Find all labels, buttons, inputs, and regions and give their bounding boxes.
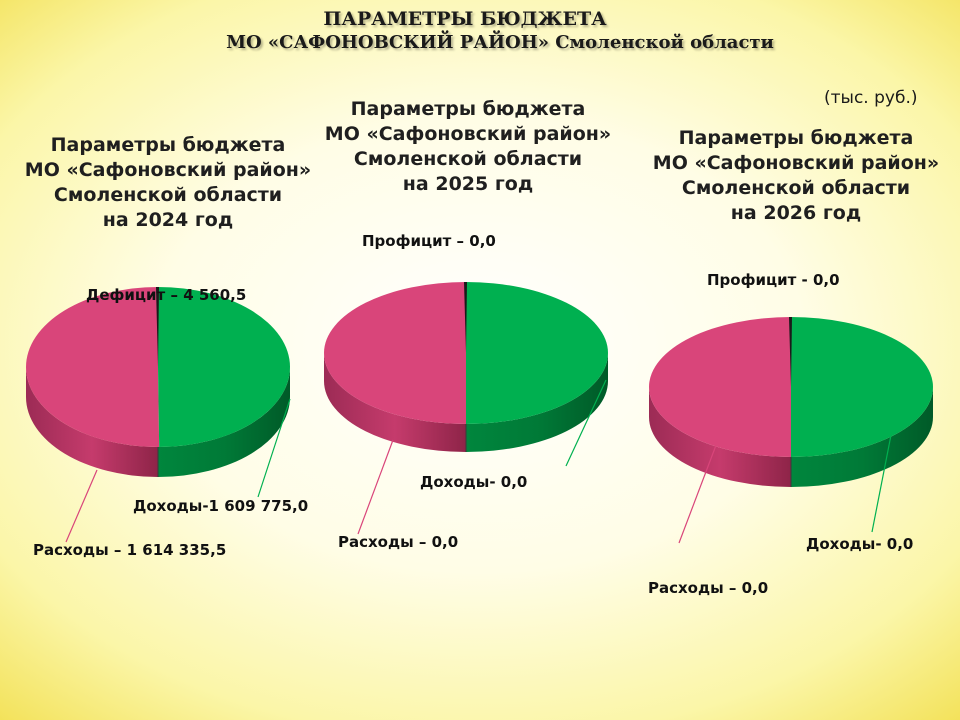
pie-2026-expense-side xyxy=(649,387,791,487)
pie-2026-income-slice xyxy=(791,317,933,457)
chart-title-2024: Параметры бюджета МО «Сафоновский район» С… xyxy=(8,133,328,233)
pie-2026-balance-slice xyxy=(789,317,792,387)
leader-2024-income xyxy=(257,398,291,498)
label-2025-income: Доходы- 0,0 xyxy=(420,473,528,491)
chart-title-2024-line-2: МО «Сафоновский район» xyxy=(24,159,312,182)
pie-2025-expense-side xyxy=(324,353,466,452)
chart-title-2024-line-4: на 2024 год xyxy=(102,209,234,232)
chart-title-2026-line-2: МО «Сафоновский район» xyxy=(652,152,940,175)
pie-2025-income-slice xyxy=(466,282,608,424)
label-2024-expense: Расходы – 1 614 335,5 xyxy=(33,541,227,559)
leader-2025-income xyxy=(565,379,607,467)
pie-2024-balance-slice xyxy=(156,287,159,367)
pie-2026-expense-slice xyxy=(649,317,791,457)
label-2026-expense: Расходы – 0,0 xyxy=(648,579,769,597)
pie-2025-balance-slice xyxy=(464,282,467,353)
chart-title-2026-line-1: Параметры бюджета xyxy=(678,127,914,149)
chart-title-2025: Параметры бюджета МО «Сафоновский район» С… xyxy=(308,97,628,197)
page-title: ПАРАМЕТРЫ БЮДЖЕТА xyxy=(323,8,607,30)
pie-2025-expense-slice xyxy=(324,282,466,424)
chart-title-2026: Параметры бюджета МО «Сафоновский район» С… xyxy=(636,126,956,226)
leader-2026-expense xyxy=(678,439,719,544)
page-subtitle: МО «САФОНОВСКИЙ РАЙОН» Смоленской област… xyxy=(226,32,774,53)
chart-title-2024-line-1: Параметры бюджета xyxy=(50,134,286,156)
chart-title-2025-line-3: Смоленской области xyxy=(353,148,583,171)
pie-2024-income-side xyxy=(158,367,290,477)
label-2025-surplus: Профицит – 0,0 xyxy=(362,232,496,250)
label-2026-surplus: Профицит - 0,0 xyxy=(707,271,840,289)
pie-2025-income-side xyxy=(466,353,608,452)
leader-2025-expense xyxy=(357,439,394,535)
label-2025-expense: Расходы – 0,0 xyxy=(338,533,459,551)
label-2024-income: Доходы-1 609 775,0 xyxy=(133,497,309,515)
chart-title-2025-line-1: Параметры бюджета xyxy=(350,98,586,120)
leader-2024-expense xyxy=(65,469,98,543)
chart-title-2024-line-3: Смоленской области xyxy=(53,184,283,207)
chart-title-2025-line-4: на 2025 год xyxy=(402,173,534,196)
label-2024-deficit: Дефицит – 4 560,5 xyxy=(86,286,247,304)
label-2026-income: Доходы- 0,0 xyxy=(806,535,914,553)
chart-title-2025-line-2: МО «Сафоновский район» xyxy=(324,123,612,146)
pie-2026-income-side xyxy=(791,387,933,487)
pie-2024-income-slice xyxy=(158,286,291,447)
chart-title-2026-line-4: на 2026 год xyxy=(730,202,862,225)
pie-2024-expense-slice xyxy=(26,287,160,447)
chart-title-2026-line-3: Смоленской области xyxy=(681,177,911,200)
pie-2024-expense-side xyxy=(26,367,158,477)
units-label: (тыс. руб.) xyxy=(824,88,918,108)
leader-2026-income xyxy=(871,429,893,533)
